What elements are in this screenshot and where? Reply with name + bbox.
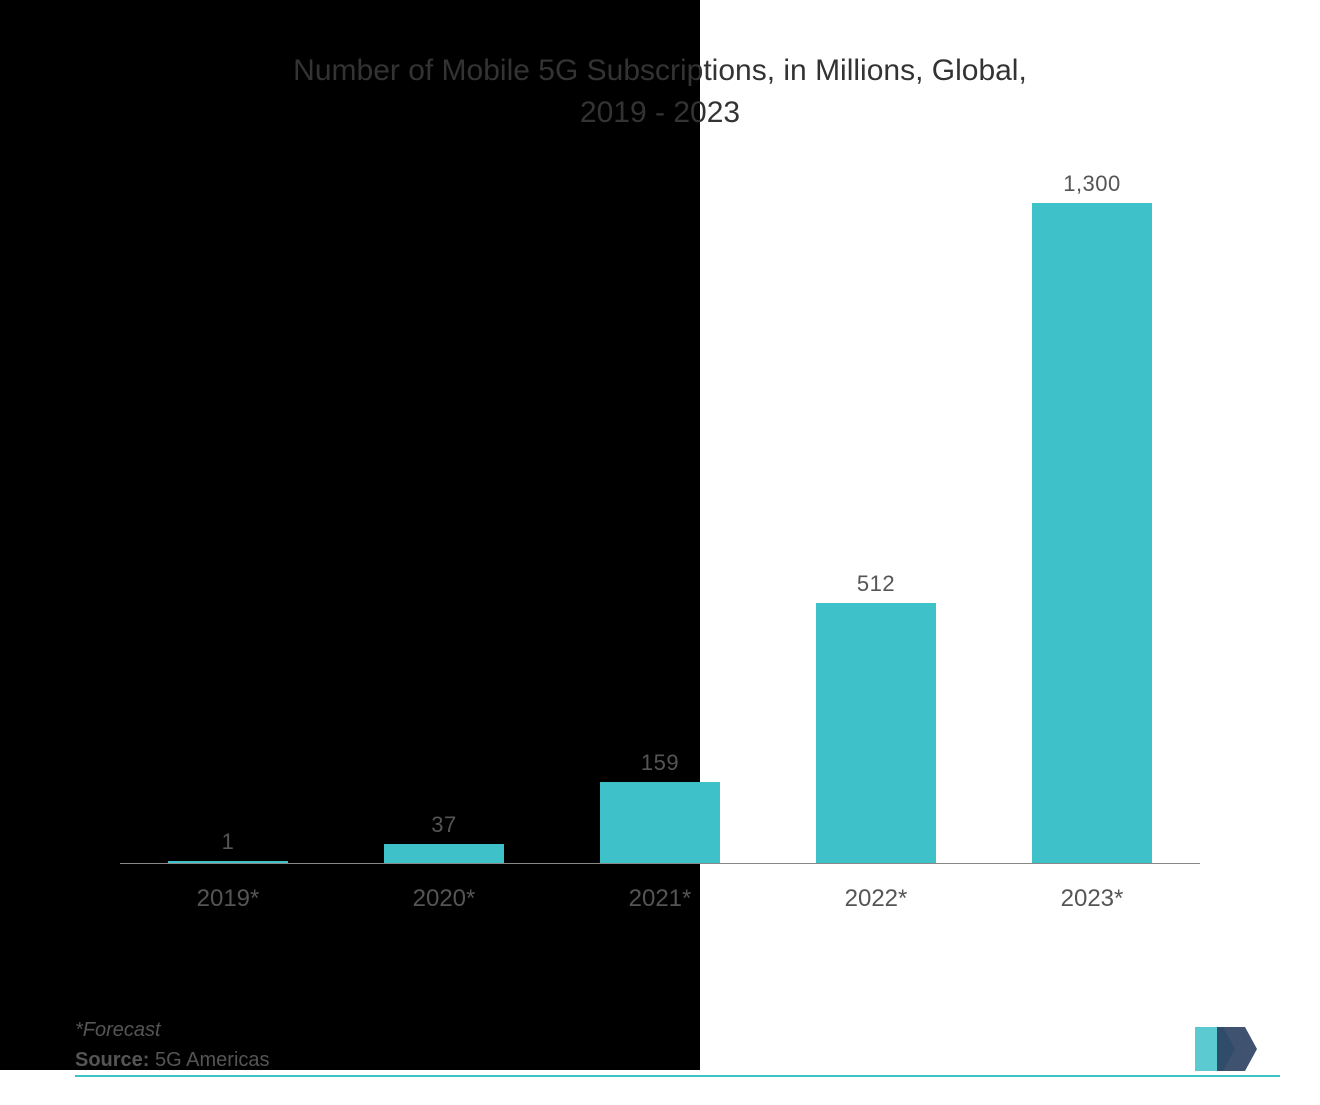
bar-value-label: 1,300 bbox=[1063, 171, 1121, 197]
bar bbox=[600, 782, 721, 863]
plot-area: 1 37 159 512 1,300 2019* 2020* 2021* 2022* 2023* bbox=[120, 164, 1200, 924]
bars-row: 1 37 159 512 1,300 bbox=[120, 164, 1200, 864]
chart-footer: *Forecast Source: 5G Americas bbox=[75, 1015, 1280, 1077]
x-axis-label: 2020* bbox=[347, 885, 541, 913]
bar-wrap: 1 bbox=[131, 164, 325, 863]
bar-value-label: 37 bbox=[431, 812, 456, 838]
x-axis-label: 2021* bbox=[563, 885, 757, 913]
x-axis-label: 2023* bbox=[995, 885, 1189, 913]
bar-value-label: 512 bbox=[857, 571, 895, 597]
bar-value-label: 1 bbox=[222, 829, 235, 855]
bar bbox=[1032, 203, 1153, 863]
source-value: 5G Americas bbox=[155, 1049, 269, 1071]
bar-value-label: 159 bbox=[641, 750, 679, 776]
bar-wrap: 1,300 bbox=[995, 164, 1189, 863]
title-line-2: 2019 - 2023 bbox=[580, 96, 740, 129]
logo-shape-2 bbox=[1217, 1027, 1257, 1071]
chart-container: Number of Mobile 5G Subscriptions, in Mi… bbox=[0, 0, 1320, 1105]
x-axis-label: 2022* bbox=[779, 885, 973, 913]
source-line: Source: 5G Americas bbox=[75, 1045, 1280, 1075]
x-axis-label: 2019* bbox=[131, 885, 325, 913]
chart-title: Number of Mobile 5G Subscriptions, in Mi… bbox=[60, 50, 1260, 134]
bar bbox=[816, 603, 937, 863]
forecast-footnote: *Forecast bbox=[75, 1015, 1280, 1045]
bar-wrap: 159 bbox=[563, 164, 757, 863]
bar bbox=[384, 844, 505, 863]
brand-logo bbox=[1195, 1027, 1275, 1071]
title-line-1: Number of Mobile 5G Subscriptions, in Mi… bbox=[293, 54, 1027, 87]
bar-wrap: 37 bbox=[347, 164, 541, 863]
bar bbox=[168, 861, 289, 863]
bar-wrap: 512 bbox=[779, 164, 973, 863]
source-label: Source: bbox=[75, 1049, 149, 1071]
x-axis-labels: 2019* 2020* 2021* 2022* 2023* bbox=[120, 874, 1200, 924]
